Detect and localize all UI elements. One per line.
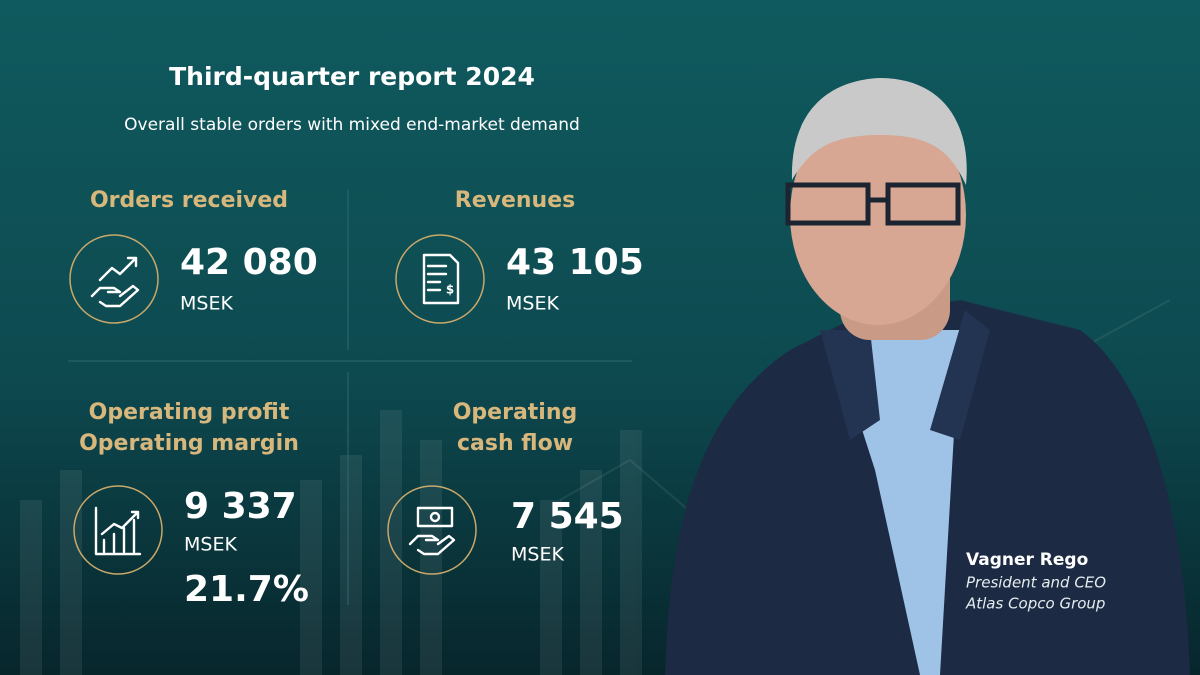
portrait bbox=[665, 78, 1190, 675]
icon-cash-part bbox=[429, 511, 441, 523]
subtitle: Overall stable orders with mixed end-mar… bbox=[124, 115, 580, 135]
background-bars bbox=[20, 410, 642, 675]
metric-label: Operating profit bbox=[89, 400, 290, 425]
icon-cash-part bbox=[408, 534, 456, 556]
portrait-part bbox=[785, 182, 961, 226]
portrait-part bbox=[930, 310, 990, 440]
icon-cash-part bbox=[416, 506, 454, 528]
background-bars-part bbox=[340, 455, 362, 675]
background-bars-part bbox=[420, 440, 442, 675]
metric-label: Orders received bbox=[90, 188, 288, 213]
metric-extra: 21.7% bbox=[184, 569, 309, 610]
icon-revenues: $ bbox=[395, 234, 485, 324]
portrait-part bbox=[820, 330, 880, 440]
icon-revenues-part: $ bbox=[446, 283, 454, 297]
metric-label: cash flow bbox=[457, 431, 573, 456]
icon-orders bbox=[69, 234, 159, 324]
icon-profit-part bbox=[94, 506, 142, 556]
metric-unit: MSEK bbox=[180, 293, 233, 315]
icon-revenues-part bbox=[395, 234, 485, 324]
metric-unit: MSEK bbox=[511, 544, 564, 566]
metric-value: 7 545 bbox=[511, 496, 624, 537]
icon-profit-part bbox=[73, 485, 163, 575]
background-bars-part bbox=[580, 470, 602, 675]
icon-profit bbox=[73, 485, 163, 575]
portrait-part bbox=[791, 78, 967, 185]
metric-unit: MSEK bbox=[506, 293, 559, 315]
metric-value: 43 105 bbox=[506, 242, 644, 283]
title: Third-quarter report 2024 bbox=[169, 62, 535, 91]
background-bars-part bbox=[380, 410, 402, 675]
metric-label: Revenues bbox=[455, 188, 575, 213]
background-bars-part bbox=[620, 430, 642, 675]
icon-orders-part bbox=[90, 284, 140, 308]
metric-value: 42 080 bbox=[180, 242, 318, 283]
icon-revenues-part bbox=[422, 253, 460, 305]
background-bars-part bbox=[20, 500, 42, 675]
metric-unit: MSEK bbox=[184, 534, 237, 556]
person-role: President and CEO bbox=[966, 574, 1106, 592]
background-bars-part bbox=[540, 500, 562, 675]
icon-orders-part bbox=[98, 256, 138, 282]
background-bars-part bbox=[300, 480, 322, 675]
icon-cash bbox=[387, 485, 477, 575]
person-company: Atlas Copco Group bbox=[965, 595, 1105, 613]
person-name: Vagner Rego bbox=[966, 550, 1088, 570]
icon-cash-part bbox=[387, 485, 477, 575]
icon-orders-part bbox=[69, 234, 159, 324]
metric-label: Operating bbox=[453, 400, 578, 425]
portrait-part bbox=[790, 105, 966, 325]
metric-label: Operating margin bbox=[79, 431, 299, 456]
metric-value: 9 337 bbox=[184, 486, 297, 527]
background-bars-part bbox=[60, 470, 82, 675]
